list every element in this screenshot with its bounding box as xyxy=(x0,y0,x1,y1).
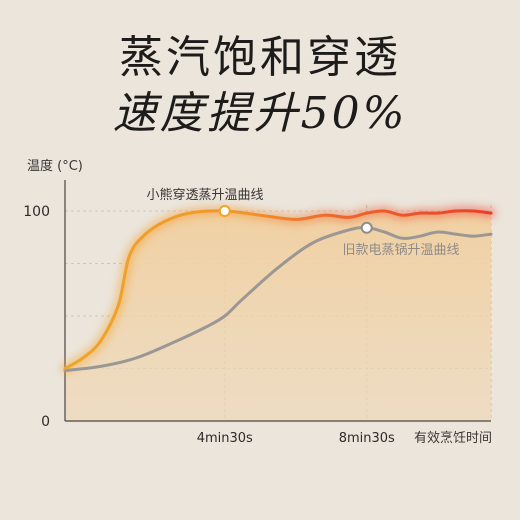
axes xyxy=(64,180,491,422)
series-new-line xyxy=(63,209,493,370)
headline-line-1: 蒸汽饱和穿透 xyxy=(119,32,401,83)
marker-old-series xyxy=(360,221,373,234)
x-axis-label: 有效烹饪时间 xyxy=(414,431,492,446)
y-axis-label: 温度 (°C) xyxy=(27,158,83,174)
x-tick-label: 4min30s xyxy=(197,431,253,446)
x-tick-label: 8min30s xyxy=(339,431,395,446)
y-tick-label: 100 xyxy=(23,204,50,220)
area-fill xyxy=(65,210,491,421)
series-new-label: 小熊穿透蒸升温曲线 xyxy=(146,187,263,203)
tick-labels: 0 100 4min30s 8min30s xyxy=(23,204,395,446)
series-old-label: 旧款电蒸锅升温曲线 xyxy=(342,242,459,258)
markers xyxy=(218,205,373,234)
marker-new-series xyxy=(218,205,231,217)
headline-line-2: 速度提升50% xyxy=(112,88,408,139)
y-tick-label: 0 xyxy=(41,414,50,430)
series-old-line xyxy=(63,226,493,373)
